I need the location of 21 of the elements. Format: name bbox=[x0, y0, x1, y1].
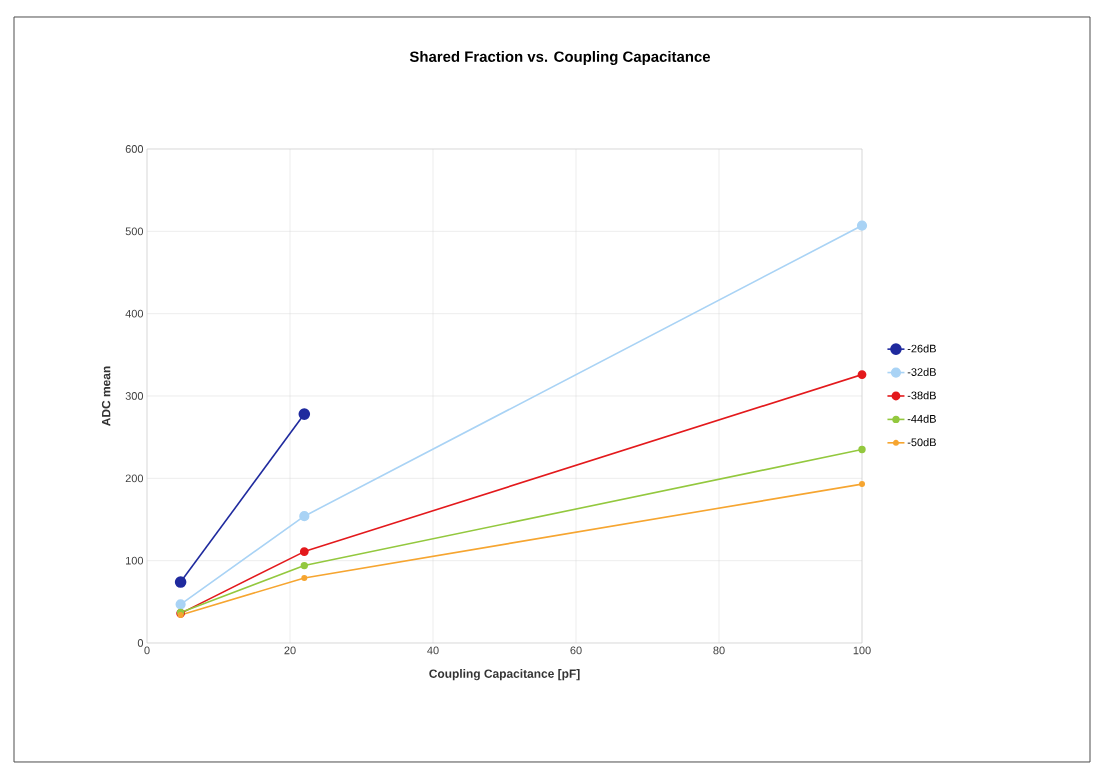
y-tick-label: 600 bbox=[125, 145, 144, 153]
legend-label: -44dB bbox=[907, 414, 936, 423]
legend-label: -50dB bbox=[907, 438, 936, 447]
chart-title: Shared Fraction vs. Coupling Capacitance bbox=[409, 50, 711, 65]
x-tick-label: 20 bbox=[284, 646, 296, 655]
y-tick-label: 0 bbox=[137, 639, 144, 647]
x-tick-label: 0 bbox=[144, 646, 150, 655]
x-tick-label: 100 bbox=[853, 646, 871, 655]
y-tick-label: 500 bbox=[125, 227, 144, 236]
x-tick-label: 80 bbox=[713, 646, 725, 655]
x-axis-title: Coupling Capacitance [pF] bbox=[429, 669, 580, 681]
x-tick-label: 60 bbox=[570, 646, 582, 655]
legend-label: -38dB bbox=[907, 391, 936, 400]
legend-label: -32dB bbox=[907, 367, 936, 376]
y-tick-label: 400 bbox=[125, 309, 144, 318]
y-tick-label: 100 bbox=[126, 556, 144, 565]
x-tick-label: 40 bbox=[427, 646, 439, 655]
y-axis-title: ADC mean bbox=[101, 366, 111, 426]
y-tick-label: 300 bbox=[125, 392, 144, 400]
y-tick-label: 200 bbox=[125, 474, 144, 483]
legend-label: -26dB bbox=[907, 344, 936, 353]
